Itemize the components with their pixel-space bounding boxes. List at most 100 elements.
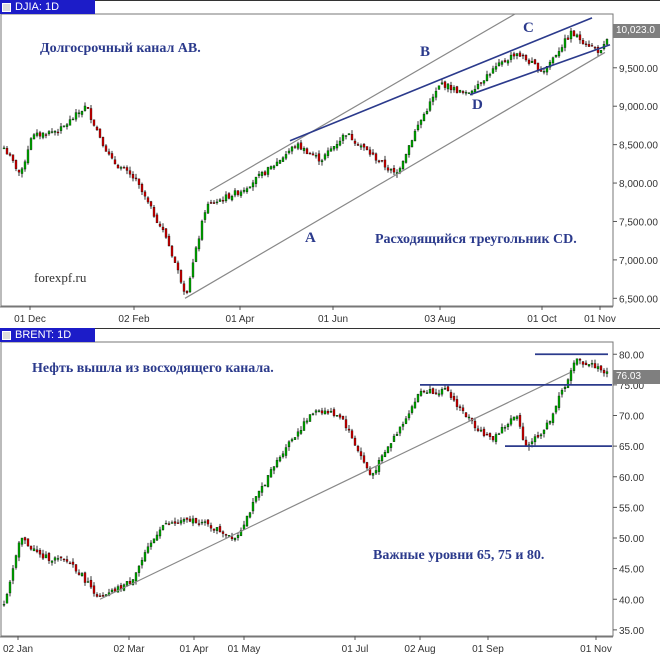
candle-body [413,130,417,142]
candle-body [341,416,345,420]
candle-body [17,542,21,558]
candle-body [590,363,594,365]
candle-body [491,68,495,74]
candle-body [455,86,459,94]
candle-body [92,119,96,126]
candle-body [83,105,87,111]
brent-chart-pane[interactable]: 35.00 40.00 45.00 50.00 55.00 60.00 65.00 70.00… [0,328,660,654]
candle-body [299,430,303,434]
candle-body [338,414,342,418]
candle-body [137,178,141,185]
candle-body [239,530,243,536]
candle-body [305,420,309,423]
candle-body [233,538,237,541]
candle-body [350,430,354,439]
candle-body [566,37,570,40]
candle-body [449,85,453,91]
candle-body [443,81,447,88]
candle-body [104,145,108,152]
candle-body [74,564,78,572]
candle-body [524,55,528,61]
watermark: forexpf.ru [34,270,87,285]
candle-body [38,132,42,137]
candle-body [269,166,273,170]
candle-body [2,147,6,150]
candle-body [341,134,345,141]
candle-body [176,262,180,271]
y-tick-label: 35.00 [619,626,644,637]
candle-body [563,38,567,48]
candle-body [14,160,18,169]
candle-body [137,565,141,573]
candle-body [302,421,306,431]
candle-body [221,200,225,202]
candle-body [92,585,96,594]
candle-body [605,39,609,45]
candle-body [290,439,294,442]
candle-body [209,202,213,204]
candle-body [110,153,114,159]
candle-body [365,146,369,151]
window-icon[interactable] [2,330,11,340]
candle-body [404,154,408,163]
candle-body [101,136,105,146]
candle-body [497,62,501,66]
candle-body [404,418,408,424]
candle-body [308,414,312,422]
candle-body [227,535,231,537]
candle-body [452,396,456,401]
candle-body [86,106,90,109]
candle-body [98,595,102,597]
candle-body [266,475,270,487]
y-tick-label: 60.00 [619,473,644,484]
candle-body [275,161,279,166]
candle-body [326,150,330,156]
candle-body [254,496,258,502]
candle-body [272,466,276,471]
candle-body [593,363,597,369]
y-tick-label: 50.00 [619,534,644,545]
candle-body [425,111,429,114]
candle-body [191,262,195,278]
brent-annotation-channel: Нефть вышла из восходящего канала. [32,361,274,376]
candle-body [281,453,285,457]
candle-body [314,155,318,157]
candle-body [569,370,573,381]
candle-body [359,145,363,148]
djia-title-bar[interactable]: DJIA: 1D [0,0,95,14]
candle-body [446,386,450,392]
candle-body [212,528,216,531]
candle-body [356,446,360,452]
djia-chart-pane[interactable]: 6,500.00 7,000.00 7,500.00 8,000.00 8,500.00… [0,0,660,326]
label-c: C [523,20,534,36]
candle-body [26,538,30,547]
candle-body [542,429,546,434]
brent-title-bar[interactable]: BRENT: 1D [0,328,95,342]
candle-body [284,154,288,159]
candle-body [215,527,219,531]
candle-body [209,525,213,529]
candle-body [470,90,474,94]
djia-title: DJIA: 1D [15,1,60,13]
candle-body [11,568,15,581]
candle-body [53,131,57,133]
x-tick-label: 01 Nov [580,644,612,654]
candle-body [377,160,381,163]
window-icon[interactable] [2,2,11,12]
candle-body [266,167,270,175]
candle-body [212,202,216,204]
candle-body [164,523,168,525]
candle-body [572,362,576,371]
candle-body [230,196,234,201]
candle-body [287,150,291,154]
djia-annotation-channel: Долгосрочный канал AB. [40,41,201,56]
candle-body [185,291,189,293]
candle-body [158,223,162,227]
candle-body [206,203,210,214]
candle-body [215,201,219,204]
candle-body [272,165,276,169]
label-d: D [472,97,483,113]
candle-body [326,410,330,414]
candle-body [284,447,288,456]
candle-body [560,47,564,52]
